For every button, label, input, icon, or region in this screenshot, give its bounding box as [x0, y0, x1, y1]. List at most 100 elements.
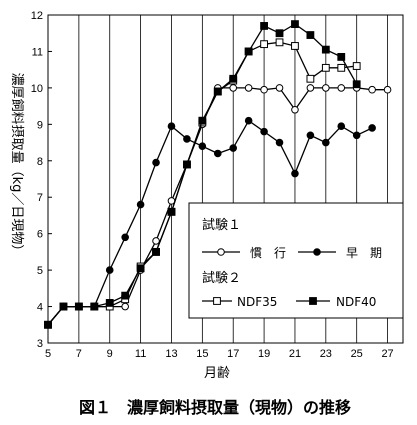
data-point-ndf40	[244, 47, 253, 56]
legend-item-ndf35	[202, 297, 232, 305]
legend-item-conventional	[202, 248, 240, 256]
data-point-early	[322, 138, 330, 147]
data-point-conventional	[337, 84, 346, 92]
y-tick-label: 9	[37, 119, 43, 131]
data-point-ndf40	[90, 302, 99, 311]
x-axis: 5 7 9 11 13 15 17 19 21 23 25 27	[45, 348, 394, 360]
legend-label-ndf35: NDF35	[237, 295, 277, 309]
x-tick-label: 17	[227, 348, 239, 360]
legend-item-early	[298, 248, 336, 256]
data-point-early	[167, 122, 176, 130]
legend-label-conventional: 慣 行	[250, 245, 286, 260]
data-point-early	[337, 122, 346, 130]
x-tick-label: 15	[196, 348, 208, 360]
data-point-ndf40	[121, 291, 130, 300]
legend-box	[188, 202, 404, 319]
series-ndf40	[44, 20, 361, 329]
data-point-ndf40	[105, 299, 114, 307]
data-point-ndf40	[275, 29, 284, 38]
data-point-early	[213, 149, 222, 158]
data-point-ndf35	[321, 63, 330, 72]
x-tick-label: 5	[45, 348, 51, 360]
legend: 試験１ 慣 行 早 期 試験２ NDF35 NDF40	[188, 202, 404, 319]
data-point-early	[291, 169, 299, 178]
data-point-ndf35	[260, 40, 268, 49]
data-point-early	[229, 144, 238, 152]
legend-marker-ndf35	[213, 297, 221, 305]
data-point-ndf40	[198, 116, 207, 125]
legend-item-ndf40	[296, 297, 330, 305]
legend-group-2: 試験２	[202, 270, 241, 286]
data-point-ndf40	[74, 302, 83, 311]
data-point-ndf40	[59, 302, 68, 311]
x-tick-label: 9	[107, 348, 113, 360]
data-point-ndf40	[321, 45, 330, 54]
data-point-early	[306, 131, 315, 140]
data-point-conventional	[322, 84, 330, 92]
y-tick-label: 7	[37, 192, 43, 204]
legend-group-1: 試験１	[202, 217, 241, 233]
data-point-ndf40	[260, 22, 268, 30]
x-tick-label: 27	[381, 348, 393, 360]
data-point-early	[152, 158, 160, 167]
y-tick-label: 6	[37, 229, 43, 241]
data-point-ndf40	[337, 53, 346, 61]
data-point-early	[260, 127, 268, 136]
data-point-ndf40	[306, 31, 315, 39]
data-point-early	[368, 124, 376, 132]
y-tick-label: 8	[37, 156, 43, 168]
data-point-conventional	[291, 105, 299, 114]
data-point-ndf40	[291, 20, 299, 29]
legend-marker-early	[313, 248, 321, 256]
legend-label-early: 早 期	[346, 246, 382, 260]
y-tick-label: 12	[31, 10, 43, 22]
x-tick-label: 21	[289, 348, 301, 360]
data-point-early	[275, 138, 284, 147]
x-tick-label: 7	[76, 348, 82, 360]
data-point-ndf40	[183, 160, 191, 169]
data-point-ndf40	[229, 74, 238, 83]
series-line-early	[47, 119, 373, 326]
plot-frame	[47, 14, 404, 344]
x-tick-label: 25	[351, 348, 363, 360]
y-tick-label: 4	[37, 302, 43, 314]
data-point-conventional	[121, 302, 129, 311]
data-point-early	[198, 142, 207, 150]
data-point-conventional	[229, 84, 238, 92]
legend-marker-ndf40	[309, 297, 317, 305]
data-point-ndf40	[44, 320, 52, 329]
y-axis-title: 濃厚飼料摂取量（kg／日現物）	[9, 73, 25, 258]
x-axis-title: 月齢	[204, 366, 230, 381]
data-point-conventional	[152, 237, 160, 245]
y-tick-label: 10	[31, 83, 43, 95]
x-tick-label: 13	[165, 348, 177, 360]
data-point-conventional	[275, 84, 284, 92]
data-point-early	[136, 200, 145, 209]
data-point-ndf35	[291, 42, 299, 50]
data-point-early	[183, 135, 191, 143]
data-point-ndf40	[167, 207, 176, 216]
data-point-early	[121, 233, 129, 242]
y-tick-label: 3	[37, 338, 43, 350]
data-point-early	[352, 131, 361, 140]
x-tick-label: 11	[135, 348, 146, 360]
x-tick-label: 23	[320, 348, 332, 360]
y-axis: 3 4 5 6 7 8 9 10 11 12	[31, 10, 52, 350]
y-tick-label: 5	[37, 265, 43, 277]
series-layer	[44, 20, 392, 329]
data-point-ndf40	[152, 247, 160, 256]
data-point-ndf35	[306, 74, 315, 83]
figure-caption: 図１ 濃厚飼料摂取量（現物）の推移	[79, 398, 351, 417]
data-point-early	[105, 266, 114, 274]
data-point-ndf35	[352, 62, 361, 70]
legend-label-ndf40: NDF40	[336, 295, 376, 309]
data-point-conventional	[383, 85, 392, 94]
data-point-conventional	[368, 85, 376, 94]
data-point-ndf35	[337, 63, 346, 72]
data-point-ndf40	[136, 264, 145, 273]
data-point-ndf40	[352, 80, 361, 89]
data-point-conventional	[306, 84, 315, 92]
data-point-conventional	[260, 85, 268, 94]
x-tick-label: 19	[258, 348, 270, 360]
